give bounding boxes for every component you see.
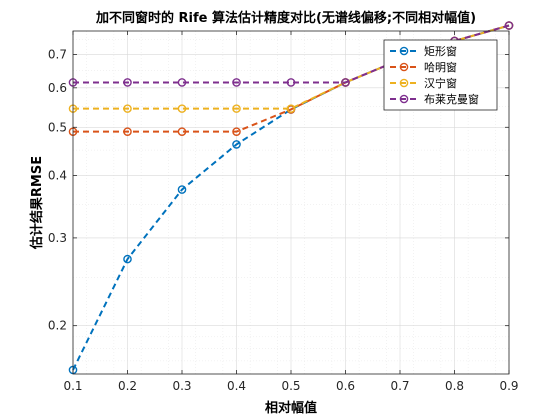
ticks: 0.1 0.2 0.3 0.4 0.5 0.6 0.7 0.8 0.9 0.2 0.3 0.4 0.5 0… [48, 31, 519, 393]
data-point [232, 78, 241, 87]
series-line [73, 24, 510, 84]
x-tick-label: 0.6 [336, 379, 355, 393]
data-point [504, 21, 514, 30]
grid [72, 31, 510, 374]
data-point [232, 104, 241, 113]
x-tick-label: 0.2 [118, 379, 137, 393]
legend-marker [399, 78, 409, 88]
data-point [286, 78, 296, 87]
data-point [177, 185, 187, 194]
data-point [123, 104, 132, 113]
x-tick-label: 0.8 [445, 379, 464, 393]
legend-label: 汉宁窗 [424, 76, 457, 90]
legend-marker [399, 46, 409, 56]
data-point [123, 78, 132, 87]
chart-title: 加不同窗时的 Rife 算法估计精度对比(无谱线偏移;不同相对幅值) [95, 10, 476, 26]
legend-label: 矩形窗 [424, 44, 457, 58]
x-tick-label: 0.9 [499, 379, 518, 393]
x-tick-label: 0.5 [281, 379, 300, 393]
legend-label: 布莱克曼窗 [424, 92, 479, 106]
legend-marker [399, 94, 409, 104]
legend-item: 布莱克曼窗 [390, 92, 479, 106]
legend-item: 汉宁窗 [390, 76, 457, 90]
data-point [123, 254, 132, 264]
x-tick-label: 0.3 [172, 379, 191, 393]
legend-item: 矩形窗 [390, 44, 457, 58]
x-tick-label: 0.4 [227, 379, 246, 393]
data-point [341, 78, 350, 87]
x-tick-label: 0.7 [390, 379, 409, 393]
data-point [232, 140, 241, 149]
y-tick-label: 0.2 [48, 319, 67, 333]
x-tick-label: 0.1 [63, 379, 82, 393]
y-axis-label: 估计结果RMSE [29, 156, 45, 250]
y-tick-label: 0.6 [48, 81, 67, 95]
legend-marker [399, 62, 409, 72]
data-point [177, 78, 187, 87]
y-tick-label: 0.7 [48, 47, 67, 61]
legend-label: 哈明窗 [424, 60, 457, 74]
data-point [123, 127, 132, 136]
y-tick-label: 0.4 [48, 169, 67, 183]
data-point [286, 104, 296, 113]
data-point [177, 104, 187, 113]
y-tick-label: 0.5 [48, 120, 67, 134]
legend-item: 哈明窗 [390, 60, 457, 74]
y-tick-label: 0.3 [48, 231, 67, 245]
data-point [232, 127, 241, 136]
x-axis-label: 相对幅值 [265, 400, 317, 416]
data-point [177, 127, 187, 136]
